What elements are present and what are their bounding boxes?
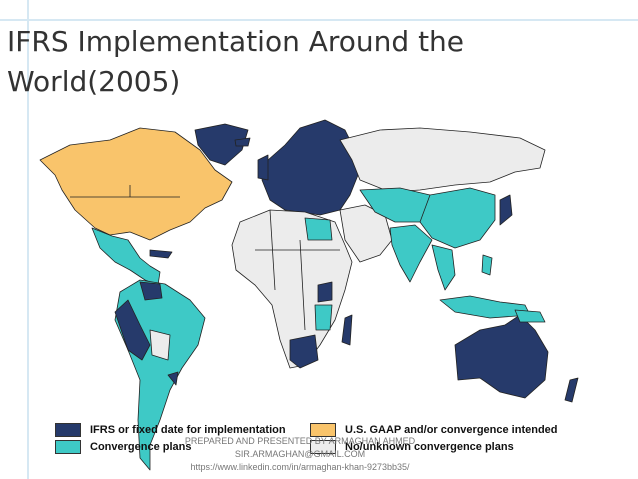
legend-swatch [310,423,336,437]
australia [454,314,549,399]
greenland [194,123,249,166]
north-america [39,127,233,241]
border [255,209,340,331]
indonesia [439,295,531,319]
southeast-asia [431,244,456,291]
middle-east [339,204,393,263]
legend-swatch [310,440,336,454]
slide-title: IFRS Implementation Around the World(200… [7,25,465,98]
philippines [481,254,493,276]
india [389,224,433,283]
venezuela [139,281,163,301]
caribbean [149,249,173,259]
europe [261,119,361,216]
legend-swatch [55,440,81,454]
legend-swatch [55,423,81,437]
madagascar [341,314,353,346]
andean [114,299,151,361]
china [419,187,496,249]
legend-label: U.S. GAAP and/or convergence intended [345,424,558,436]
border [70,185,180,198]
japan [499,194,513,226]
legend-label: Convergence plans [90,441,192,453]
uk [257,154,269,181]
footer-line: PREPARED AND PRESENTED BY ARMAGHAN AHMED [184,436,416,446]
south-africa [289,334,319,369]
central-america [91,227,161,286]
footer-line: SIR.ARMAGHAN@GMAIL.COM [234,449,366,459]
footer-line: https://www.linkedin.com/in/armaghan-kha… [190,462,410,472]
uruguay [167,371,179,386]
legend-label: IFRS or fixed date for implementation [90,424,286,436]
egypt [304,217,333,241]
southern-africa [314,304,333,331]
iceland [234,137,251,147]
bolivia [149,329,171,361]
east-africa [317,281,333,303]
legend-label: No/unknown convergence plans [345,441,514,453]
papua [514,309,546,323]
russia [339,127,546,193]
new-zealand [564,377,579,403]
